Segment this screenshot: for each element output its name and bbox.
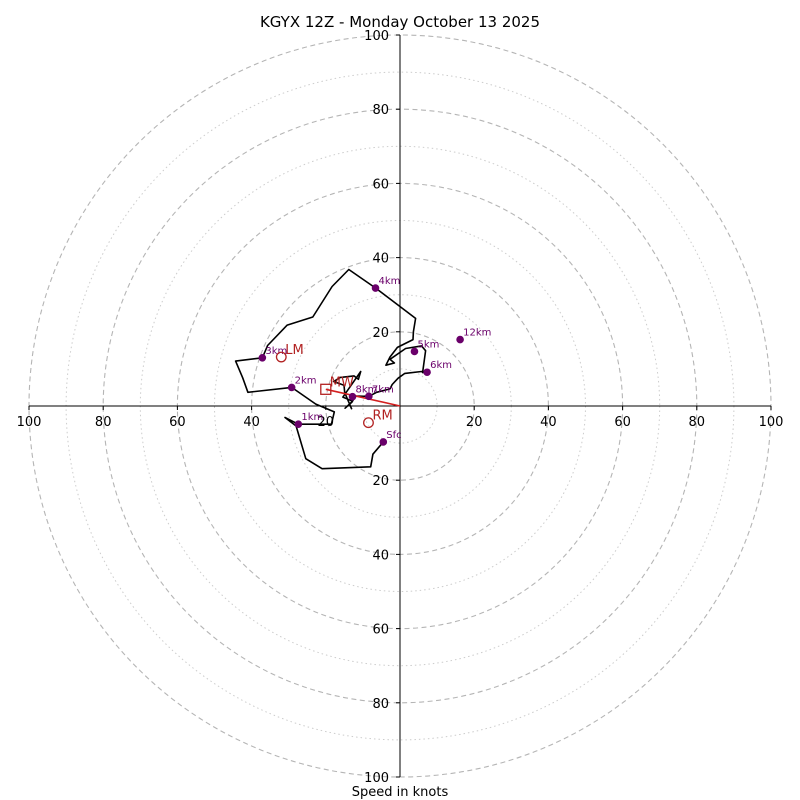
height-marker-label-12km: 12km	[463, 328, 491, 339]
x-axis-label: Speed in knots	[352, 785, 449, 800]
storm-motion-marker-RM	[363, 417, 374, 429]
storm-motion-label-LM: LM	[285, 343, 303, 358]
height-marker-label-7km: 7km	[372, 384, 394, 395]
chart-title: KGYX 12Z - Monday October 13 2025	[260, 13, 540, 31]
x-tick-label: 80	[689, 415, 706, 430]
y-tick-label: 100	[364, 771, 389, 786]
x-tick-label: 80	[95, 415, 112, 430]
height-marker-dot-8km	[348, 392, 357, 401]
x-tick-label: 40	[540, 415, 557, 430]
height-marker-dot-5km	[410, 347, 419, 356]
height-marker-dot-Sfc	[379, 438, 388, 446]
height-marker-label-3km: 3km	[265, 346, 287, 357]
storm-motion-label-MW: MW	[330, 375, 354, 390]
height-marker-label-6km: 6km	[430, 360, 452, 371]
storm-motion-label-RM: RM	[372, 409, 392, 424]
height-marker-dot-6km	[423, 368, 431, 377]
height-marker-dot-4km	[371, 284, 380, 292]
hodograph-trace	[234, 268, 428, 470]
shear-vector-line	[325, 388, 401, 407]
height-marker-label-5km: 5km	[417, 339, 439, 350]
x-tick-label: 100	[17, 415, 42, 430]
y-tick-label: 60	[372, 177, 389, 192]
height-marker-dot-3km	[258, 353, 267, 362]
y-tick-label: 40	[372, 548, 389, 563]
x-tick-label: 20	[466, 415, 483, 430]
hodograph-trace-layer	[234, 268, 428, 470]
y-tick-label: 20	[372, 326, 389, 341]
height-marker-dot-1km	[294, 420, 303, 428]
tick-labels: 100 80 60 40 20 20 40 60 80 100 100 80 60 40 20 20 40 60 8…	[17, 29, 784, 786]
x-tick-label: 60	[169, 415, 186, 430]
x-tick-label: 40	[243, 415, 260, 430]
y-tick-label: 40	[372, 252, 389, 267]
y-tick-label: 20	[372, 474, 389, 489]
height-marker-label-2km: 2km	[295, 375, 317, 386]
height-marker-label-1km: 1km	[301, 412, 323, 423]
y-tick-label: 80	[372, 103, 389, 118]
shear-vector-layer	[325, 388, 401, 407]
storm-motion-marker-MW	[320, 383, 332, 395]
y-tick-label: 60	[372, 623, 389, 638]
storm-motion-marker-LM	[275, 351, 287, 363]
x-tick-label: 60	[614, 415, 631, 430]
height-marker-dot-7km	[365, 392, 373, 401]
height-marker-label-4km: 4km	[379, 276, 401, 287]
height-marker-dot-12km	[456, 335, 464, 344]
height-marker-dot-2km	[287, 383, 296, 392]
x-tick-label: 100	[759, 415, 784, 430]
height-marker-label-Sfc: Sfc	[386, 430, 401, 441]
storm-motion-markers: LM MW RM	[275, 343, 393, 429]
y-tick-label: 100	[364, 29, 389, 44]
height-marker-label-8km: 8km	[356, 385, 378, 396]
x-tick-label: 20	[318, 415, 335, 430]
y-tick-label: 80	[372, 697, 389, 712]
